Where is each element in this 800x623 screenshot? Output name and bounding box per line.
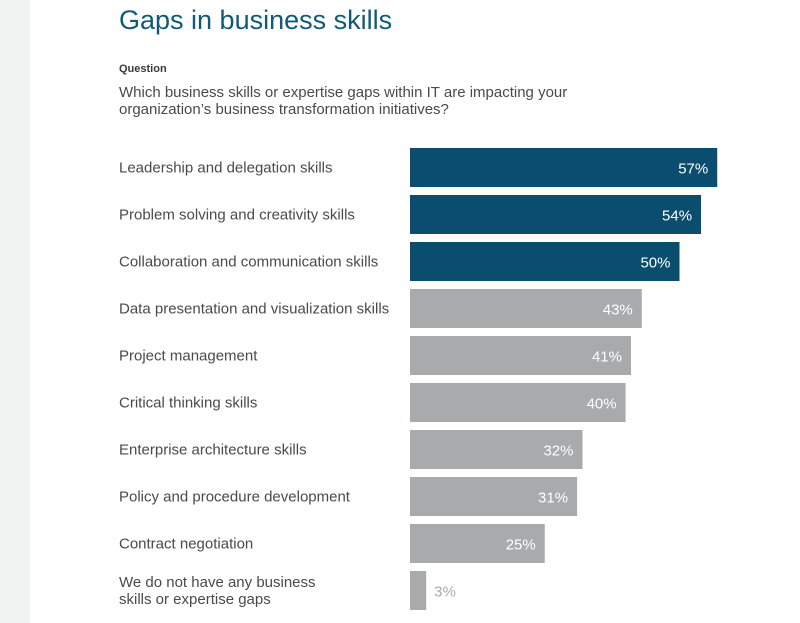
category-label-6: Enterprise architecture skills bbox=[119, 442, 307, 459]
value-label-3: 43% bbox=[603, 302, 633, 319]
category-label-7: Policy and procedure development bbox=[119, 489, 351, 506]
bar-8 bbox=[410, 524, 545, 563]
value-label-4: 41% bbox=[592, 349, 622, 366]
value-label-9: 3% bbox=[434, 584, 456, 601]
page-title: Gaps in business skills bbox=[119, 5, 393, 35]
category-label-9: We do not have any business skills or exp… bbox=[119, 574, 316, 608]
bar-2 bbox=[410, 242, 680, 281]
bar-0 bbox=[410, 148, 718, 187]
bar-9 bbox=[410, 571, 427, 610]
category-label-1: Problem solving and creativity skills bbox=[119, 207, 355, 224]
bar-6 bbox=[410, 430, 583, 469]
category-label-2: Collaboration and communication skills bbox=[119, 254, 378, 271]
category-label-8: Contract negotiation bbox=[119, 536, 253, 553]
bar-7 bbox=[410, 477, 578, 516]
category-label-3: Data presentation and visualization skil… bbox=[119, 301, 389, 318]
value-label-5: 40% bbox=[587, 396, 617, 413]
value-label-6: 32% bbox=[543, 443, 573, 460]
value-label-7: 31% bbox=[538, 490, 568, 507]
value-label-8: 25% bbox=[506, 537, 536, 554]
question-label: Question bbox=[119, 63, 167, 75]
bar-1 bbox=[410, 195, 702, 234]
value-label-2: 50% bbox=[640, 255, 670, 272]
bar-3 bbox=[410, 289, 642, 328]
value-label-0: 57% bbox=[678, 161, 708, 178]
bar-4 bbox=[410, 336, 631, 375]
question-text: Which business skills or expertise gaps … bbox=[119, 84, 568, 118]
category-label-5: Critical thinking skills bbox=[119, 395, 257, 412]
category-label-4: Project management bbox=[119, 348, 258, 365]
category-label-0: Leadership and delegation skills bbox=[119, 160, 332, 177]
bar-5 bbox=[410, 383, 626, 422]
value-label-1: 54% bbox=[662, 208, 692, 225]
